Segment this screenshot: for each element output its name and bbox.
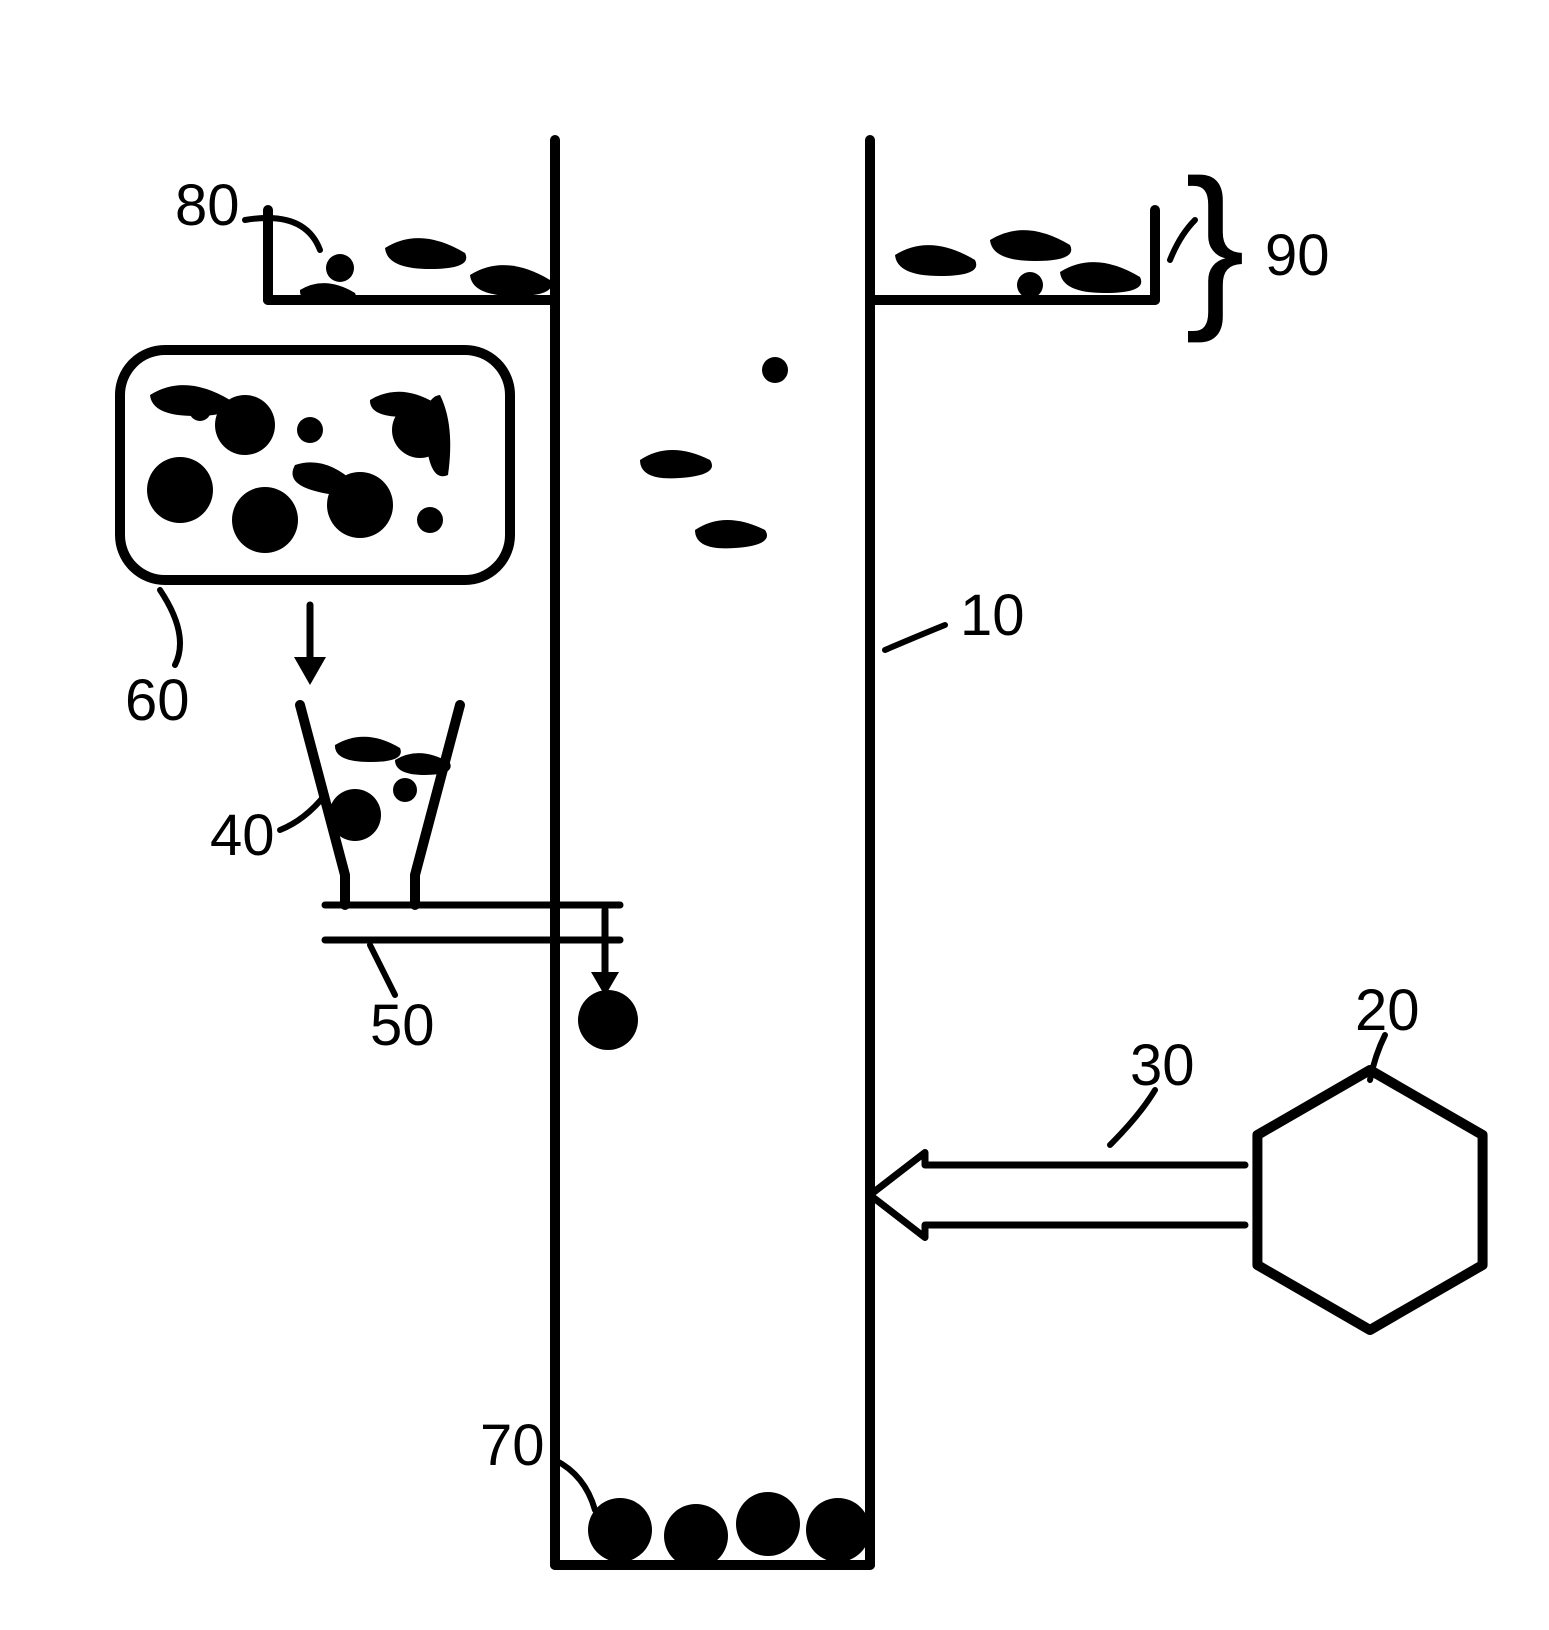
underflow-70 — [588, 1492, 870, 1568]
feed-reservoir-60 — [120, 350, 510, 580]
label-l80: 80 — [175, 173, 240, 238]
label-l10: 10 — [960, 583, 1025, 648]
label-l70: 70 — [480, 1413, 545, 1478]
label-l50: 50 — [370, 993, 435, 1058]
feed-arrow — [294, 605, 326, 685]
overflow-right-90 — [895, 230, 1141, 298]
rising-fines — [640, 357, 788, 548]
label-l30: 30 — [1130, 1033, 1195, 1098]
air-arrow-30 — [870, 1153, 1245, 1238]
svg-text:}: } — [1185, 143, 1245, 344]
brace-90: } — [1185, 143, 1245, 344]
overflow-left-80 — [300, 238, 551, 305]
label-l20: 20 — [1355, 978, 1420, 1043]
label-l90: 90 — [1265, 223, 1330, 288]
separation-diagram: } 80 90 60 40 50 10 30 20 70 — [0, 0, 1549, 1630]
label-l40: 40 — [210, 803, 275, 868]
label-l60: 60 — [125, 668, 190, 733]
funnel-40 — [300, 705, 460, 905]
blower-20 — [1257, 1070, 1482, 1330]
